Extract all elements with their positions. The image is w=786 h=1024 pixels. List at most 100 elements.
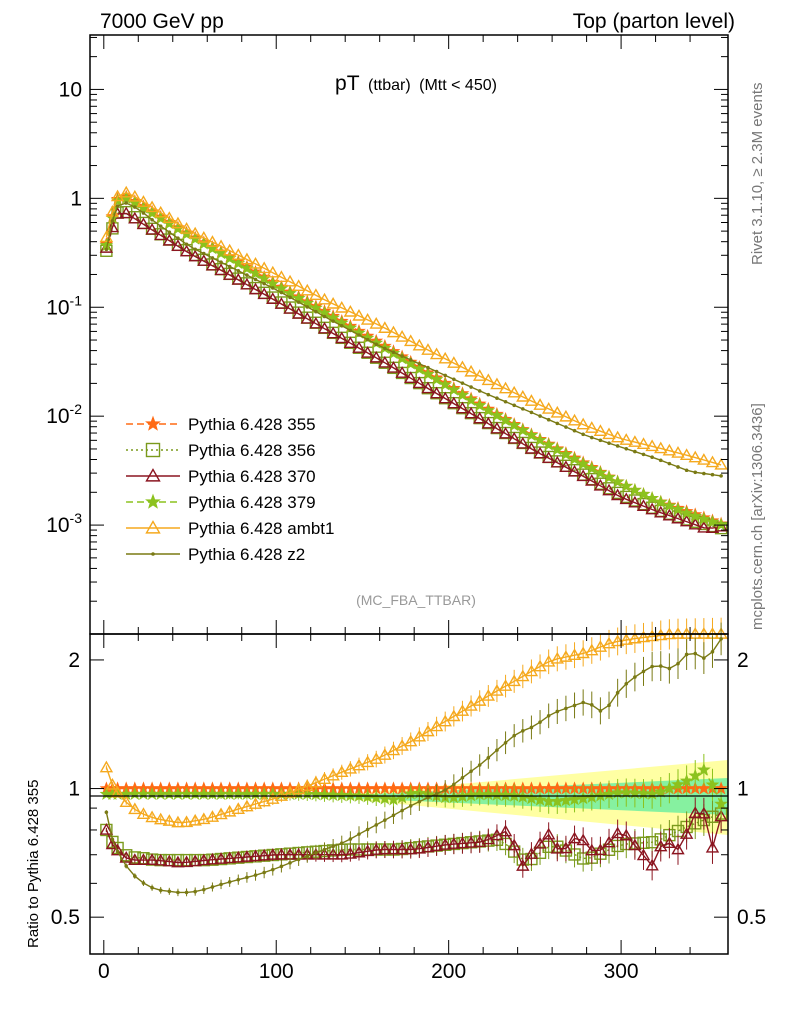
ratio-point-370 — [326, 847, 340, 860]
main-point-ambt1 — [240, 252, 254, 265]
ratio-point-ambt1 — [231, 802, 245, 814]
ratio-point-370 — [335, 847, 349, 860]
main-point-ambt1 — [541, 402, 556, 414]
main-panel-frame — [89, 34, 729, 635]
ratio-point-379 — [490, 787, 504, 801]
main-point-370 — [105, 220, 120, 233]
ratio-point-ambt1 — [283, 785, 297, 798]
ratio-point-379 — [705, 777, 720, 791]
ratio-point-379 — [662, 781, 677, 795]
main-point-370 — [300, 311, 314, 324]
main-point-z2 — [633, 449, 637, 454]
main-point-ambt1 — [679, 448, 694, 461]
ratio-point-z2 — [236, 877, 241, 882]
main-point-ambt1 — [153, 205, 168, 218]
main-point-ambt1 — [283, 274, 297, 287]
ratio-point-379 — [377, 791, 392, 805]
ratio-point-ambt1 — [602, 636, 616, 649]
ratio-point-z2 — [391, 813, 396, 818]
main-point-ambt1 — [248, 256, 263, 269]
legend-label-355: Pythia 6.428 355 — [188, 415, 316, 434]
ratio-point-ambt1 — [317, 772, 332, 784]
main-point-ambt1 — [619, 433, 633, 445]
ratio-point-z2 — [607, 703, 611, 708]
ratio-point-370 — [481, 832, 496, 845]
main-point-z2 — [667, 461, 672, 466]
main-point-z2 — [521, 407, 525, 411]
main-point-z2 — [417, 361, 422, 366]
main-point-z2 — [374, 342, 379, 347]
ratio-point-z2 — [305, 854, 310, 858]
ratio-point-z2 — [452, 782, 456, 787]
main-point-z2 — [486, 392, 491, 397]
main-point-ambt1 — [300, 283, 314, 296]
ratio-point-ambt1 — [326, 768, 340, 781]
main-point-379 — [671, 502, 685, 516]
main-point-379 — [395, 351, 409, 365]
ratio-ytick-label-left: 0.5 — [51, 906, 80, 929]
main-point-ambt1 — [188, 226, 202, 239]
ratio-point-z2 — [262, 870, 266, 875]
main-point-z2 — [184, 242, 189, 247]
main-point-z2 — [339, 323, 344, 328]
main-point-ambt1 — [412, 338, 427, 351]
main-point-ambt1 — [231, 248, 245, 260]
ratio-point-370 — [197, 853, 211, 866]
ratio-point-370 — [610, 826, 625, 839]
main-point-370 — [671, 511, 685, 524]
ratio-point-370 — [714, 809, 728, 822]
ratio-point-370 — [248, 849, 263, 862]
main-point-z2 — [615, 444, 620, 448]
ratio-point-379 — [343, 788, 358, 802]
main-point-379 — [567, 451, 582, 466]
ratio-point-z2 — [296, 857, 301, 862]
legend-item-379: Pythia 6.428 379 — [126, 493, 316, 512]
main-point-ambt1 — [274, 270, 289, 282]
title-sub2: (Mtt < 450) — [419, 77, 497, 94]
main-point-z2 — [452, 377, 456, 382]
main-point-379 — [645, 491, 659, 505]
main-point-370 — [662, 508, 677, 521]
legend-marker-379 — [145, 493, 161, 509]
main-point-370 — [507, 431, 521, 444]
main-point-z2 — [598, 438, 603, 443]
ratio-point-ambt1 — [352, 758, 366, 771]
main-point-z2 — [314, 309, 318, 314]
main-point-ambt1 — [507, 385, 521, 398]
ratio-point-z2 — [434, 792, 439, 796]
main-point-ambt1 — [128, 189, 142, 202]
ratio-point-z2 — [477, 763, 482, 767]
main-point-ambt1 — [472, 369, 487, 381]
ratio-point-z2 — [365, 827, 370, 832]
main-point-z2 — [348, 328, 353, 333]
main-point-370 — [602, 483, 616, 496]
main-line-ambt1 — [105, 191, 722, 466]
main-point-z2 — [400, 354, 404, 358]
main-point-z2 — [158, 224, 163, 228]
ratio-point-ambt1 — [291, 782, 306, 795]
ratio-point-370 — [153, 853, 168, 866]
ratio-point-ambt1 — [205, 810, 220, 822]
ratio-point-370 — [593, 843, 608, 856]
ratio-point-370 — [550, 841, 564, 854]
ratio-point-z2 — [589, 703, 594, 707]
main-point-370 — [309, 316, 323, 329]
ratio-point-370 — [274, 847, 289, 860]
main-point-z2 — [193, 247, 197, 252]
main-point-ambt1 — [205, 235, 220, 247]
ratio-point-ambt1 — [153, 812, 168, 825]
main-point-ambt1 — [654, 441, 668, 454]
main-point-370 — [266, 292, 280, 304]
main-point-370 — [533, 446, 547, 459]
ratio-point-370 — [404, 842, 418, 855]
main-point-z2 — [477, 389, 482, 393]
legend-item-370: Pythia 6.428 370 — [126, 467, 316, 486]
legend-label-379: Pythia 6.428 379 — [188, 493, 316, 512]
main-point-ambt1 — [266, 265, 280, 278]
main-point-379 — [533, 432, 547, 447]
main-point-370 — [472, 411, 487, 424]
ratio-point-370 — [128, 853, 142, 865]
ratio-point-ambt1 — [576, 646, 590, 659]
ratio-point-z2 — [288, 861, 292, 865]
main-point-370 — [645, 502, 659, 515]
